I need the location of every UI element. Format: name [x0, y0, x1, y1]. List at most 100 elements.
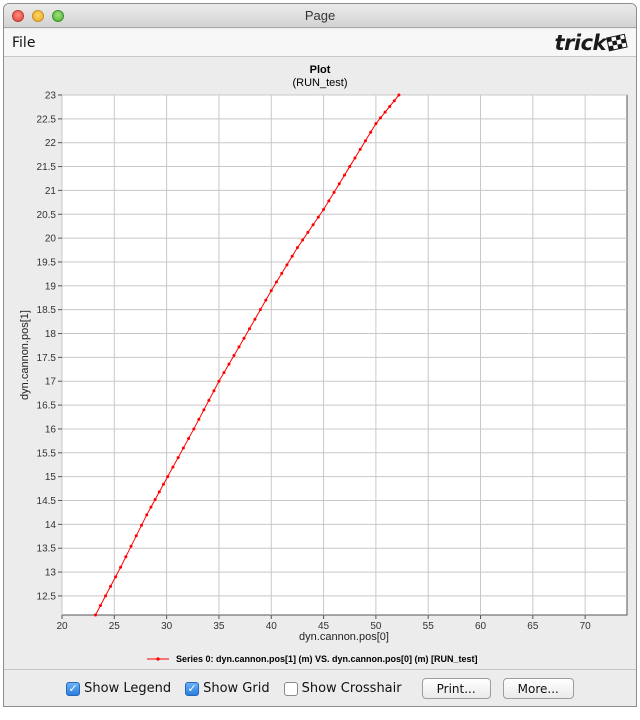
plot-window: Page File trick Plot (RUN_test) — [3, 3, 637, 707]
y-tick-label: 15.5 — [37, 448, 57, 459]
y-tick-label: 22.5 — [37, 114, 57, 125]
series-point — [109, 584, 113, 588]
series-point — [332, 190, 336, 194]
close-window-button[interactable] — [12, 10, 24, 22]
x-tick-label: 40 — [266, 621, 278, 632]
x-tick-label: 25 — [109, 621, 121, 632]
series-point — [153, 498, 157, 502]
series-point — [264, 298, 268, 302]
show-grid-checkbox[interactable]: ✓ — [185, 681, 200, 696]
series-point — [222, 371, 226, 375]
series-point — [93, 613, 97, 617]
series-point — [358, 147, 362, 151]
series-point — [388, 104, 392, 108]
legend-marker — [156, 657, 160, 661]
series-point — [348, 165, 352, 169]
title-bar[interactable]: Page — [4, 4, 636, 28]
y-tick-label: 14 — [45, 520, 57, 531]
y-axis-label: dyn.cannon.pos[1] — [19, 310, 31, 400]
x-tick-label: 65 — [527, 621, 539, 632]
series-point — [301, 238, 305, 242]
series-point — [207, 398, 211, 402]
series-point — [99, 603, 103, 607]
y-tick-label: 12.5 — [37, 591, 57, 602]
series-point — [378, 116, 382, 120]
logo-text: trick — [554, 31, 606, 55]
series-point — [311, 223, 315, 227]
series-point — [124, 555, 128, 559]
legend-series-label: Series 0: dyn.cannon.pos[1] (m) VS. dyn.… — [176, 654, 478, 664]
series-point — [353, 156, 357, 160]
series-point — [212, 389, 216, 393]
line-chart[interactable]: 12.5 13 13.5 14 14.5 15 15.5 16 16.5 17 17.5 18 18.5… — [4, 58, 636, 668]
show-crosshair-checkbox[interactable] — [283, 681, 298, 696]
series-point — [181, 446, 185, 450]
series-point — [187, 436, 191, 440]
series-point — [322, 207, 326, 211]
series-point — [171, 465, 175, 469]
show-crosshair-toggle[interactable]: Show Crosshair — [283, 681, 402, 696]
show-legend-checkbox[interactable]: ✓ — [66, 681, 81, 696]
window-title: Page — [304, 8, 336, 23]
y-tick-label: 17 — [45, 377, 57, 388]
y-tick-label: 16 — [45, 424, 57, 435]
series-point — [119, 565, 123, 569]
file-menu[interactable]: File — [12, 35, 36, 51]
check-icon: ✓ — [68, 682, 78, 695]
x-tick-label: 60 — [475, 621, 487, 632]
show-grid-label: Show Grid — [203, 681, 270, 696]
series-point — [316, 215, 320, 219]
y-tick-label: 21 — [45, 186, 57, 197]
series-point — [242, 336, 246, 340]
series-point — [157, 490, 161, 494]
y-tick-label: 20 — [45, 234, 57, 245]
series-point — [197, 417, 201, 421]
more-button[interactable]: More... — [502, 678, 574, 699]
y-tick-label: 16.5 — [37, 401, 57, 412]
series-point — [258, 308, 262, 312]
series-point — [202, 408, 206, 412]
y-tick-label: 20.5 — [37, 210, 57, 221]
series-point — [327, 199, 331, 203]
y-tick-label: 15 — [45, 472, 57, 483]
x-tick-label: 35 — [213, 621, 225, 632]
series-point — [166, 475, 170, 479]
series-point — [274, 280, 278, 284]
minimize-window-button[interactable] — [32, 10, 44, 22]
show-grid-toggle[interactable]: ✓ Show Grid — [185, 681, 270, 696]
y-tick-label: 18.5 — [37, 305, 57, 316]
plot-subtitle: (RUN_test) — [292, 77, 348, 89]
series-point — [227, 362, 231, 366]
y-tick-label: 22 — [45, 138, 57, 149]
series-point — [269, 289, 273, 293]
plot-title: Plot — [309, 64, 331, 76]
series-point — [369, 130, 373, 134]
zoom-window-button[interactable] — [52, 10, 64, 22]
print-button[interactable]: Print... — [421, 678, 491, 699]
y-tick-label: 23 — [45, 91, 57, 102]
series-point — [129, 544, 133, 548]
series-point — [280, 271, 284, 275]
show-crosshair-label: Show Crosshair — [301, 681, 402, 696]
series-point — [397, 93, 401, 97]
y-tick-label: 19.5 — [37, 257, 57, 268]
plot-panel[interactable]: Plot (RUN_test) 12.5 13 13.5 14 14.5 15 15.5 16… — [4, 58, 636, 668]
x-tick-label: 30 — [161, 621, 173, 632]
series-point — [104, 594, 108, 598]
x-tick-label: 50 — [370, 621, 382, 632]
series-point — [217, 379, 221, 383]
series-point — [374, 122, 378, 126]
x-tick-label: 20 — [56, 621, 68, 632]
series-point — [176, 456, 180, 460]
show-legend-toggle[interactable]: ✓ Show Legend — [66, 681, 171, 696]
series-point — [337, 182, 341, 186]
x-tick-label: 45 — [318, 621, 330, 632]
series-point — [306, 230, 310, 234]
y-tick-label: 17.5 — [37, 353, 57, 364]
series-point — [253, 317, 257, 321]
series-point — [134, 534, 138, 538]
y-tick-label: 18 — [45, 329, 57, 340]
series-point — [247, 327, 251, 331]
show-legend-label: Show Legend — [84, 681, 172, 696]
menu-bar: File trick — [4, 29, 636, 57]
